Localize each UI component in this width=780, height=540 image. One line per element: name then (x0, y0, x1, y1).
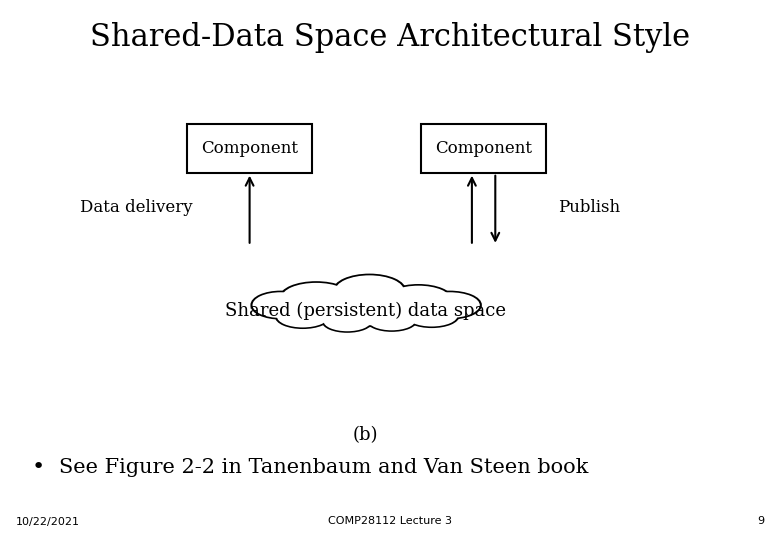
Ellipse shape (406, 305, 458, 327)
Ellipse shape (277, 306, 328, 327)
Text: Shared-Data Space Architectural Style: Shared-Data Space Architectural Style (90, 22, 690, 52)
Ellipse shape (385, 285, 452, 314)
Ellipse shape (298, 284, 432, 326)
Ellipse shape (335, 275, 404, 307)
Ellipse shape (252, 292, 310, 318)
Ellipse shape (282, 283, 351, 312)
Ellipse shape (323, 310, 372, 332)
Text: 10/22/2021: 10/22/2021 (16, 516, 80, 526)
Text: Component: Component (435, 140, 532, 157)
Ellipse shape (253, 292, 309, 318)
Text: 9: 9 (757, 516, 764, 526)
Ellipse shape (368, 310, 416, 330)
Ellipse shape (418, 292, 480, 318)
Ellipse shape (324, 311, 371, 331)
Ellipse shape (334, 275, 405, 307)
Text: COMP28112 Lecture 3: COMP28112 Lecture 3 (328, 516, 452, 526)
Ellipse shape (386, 286, 451, 313)
Ellipse shape (367, 310, 417, 330)
Ellipse shape (405, 304, 459, 327)
Text: Shared (persistent) data space: Shared (persistent) data space (225, 301, 505, 320)
Bar (187, 124, 312, 173)
Ellipse shape (281, 282, 352, 313)
Text: (b): (b) (353, 426, 378, 444)
Ellipse shape (300, 285, 430, 325)
Text: See Figure 2-2 in Tanenbaum and Van Steen book: See Figure 2-2 in Tanenbaum and Van Stee… (58, 457, 588, 477)
Bar (421, 124, 546, 173)
Text: Component: Component (201, 140, 298, 157)
Text: Publish: Publish (558, 199, 620, 217)
Ellipse shape (420, 292, 480, 318)
Ellipse shape (276, 305, 329, 328)
Text: •: • (31, 457, 44, 477)
Text: Data delivery: Data delivery (80, 199, 193, 217)
